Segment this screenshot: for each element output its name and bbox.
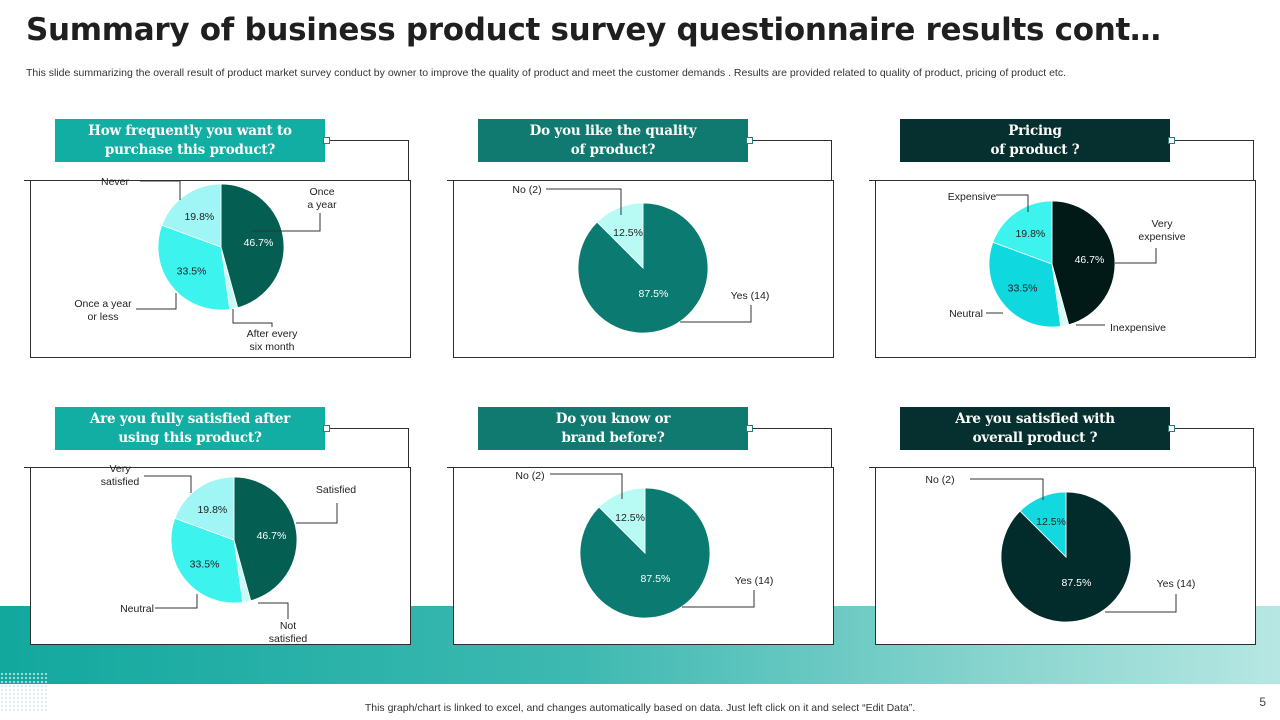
chart-title-line: Are you satisfied with xyxy=(955,410,1115,427)
banner-connector xyxy=(750,140,832,141)
chart-title-line: Pricing xyxy=(1008,122,1062,139)
chart-title-banner: Pricing of product ? xyxy=(900,119,1170,162)
chart-card-3 xyxy=(875,180,1256,358)
card-corner-tick xyxy=(24,180,36,181)
card-corner-tick xyxy=(869,180,881,181)
chart-title-banner: Are you satisfied with overall product ? xyxy=(900,407,1170,450)
chart-title-banner: How frequently you want to purchase this … xyxy=(55,119,325,162)
chart-title-banner: Do you know or brand before? xyxy=(478,407,748,450)
chart-card-4 xyxy=(30,467,411,645)
chart-card-6 xyxy=(875,467,1256,645)
chart-title-line: using this product? xyxy=(118,429,262,446)
banner-connector-vertical xyxy=(408,428,409,467)
banner-connector xyxy=(1172,428,1254,429)
card-corner-tick xyxy=(447,467,459,468)
banner-connector-vertical xyxy=(1253,428,1254,467)
chart-title-line: of product ? xyxy=(990,141,1080,158)
banner-connector xyxy=(750,428,832,429)
chart-title-line: overall product ? xyxy=(972,429,1098,446)
chart-card-1 xyxy=(30,180,411,358)
chart-title-line: How frequently you want to xyxy=(88,122,292,139)
chart-title-banner: Do you like the quality of product? xyxy=(478,119,748,162)
footer-note: This graph/chart is linked to excel, and… xyxy=(364,702,916,714)
resize-handle[interactable] xyxy=(746,137,753,144)
resize-handle[interactable] xyxy=(323,425,330,432)
chart-title-line: Do you know or xyxy=(555,410,671,427)
chart-title-line: Are you fully satisfied after xyxy=(89,410,291,427)
chart-title-banner: Are you fully satisfied after using this … xyxy=(55,407,325,450)
banner-connector-vertical xyxy=(831,140,832,180)
dot-pattern xyxy=(0,672,48,712)
banner-connector xyxy=(327,140,409,141)
page-number: 5 xyxy=(1259,695,1266,709)
chart-card-2 xyxy=(453,180,834,358)
page-title: Summary of business product survey quest… xyxy=(26,12,1161,48)
banner-connector-vertical xyxy=(408,140,409,180)
banner-connector xyxy=(327,428,409,429)
banner-connector-vertical xyxy=(1253,140,1254,180)
chart-title-line: brand before? xyxy=(561,429,665,446)
resize-handle[interactable] xyxy=(323,137,330,144)
banner-connector xyxy=(1172,140,1254,141)
chart-title-line: of product? xyxy=(570,141,656,158)
card-corner-tick xyxy=(447,180,459,181)
chart-title-line: Do you like the quality xyxy=(529,122,697,139)
card-corner-tick xyxy=(869,467,881,468)
chart-card-5 xyxy=(453,467,834,645)
resize-handle[interactable] xyxy=(1168,137,1175,144)
card-corner-tick xyxy=(24,467,36,468)
chart-title-line: purchase this product? xyxy=(104,141,276,158)
resize-handle[interactable] xyxy=(1168,425,1175,432)
page-subtitle: This slide summarizing the overall resul… xyxy=(26,67,1067,79)
resize-handle[interactable] xyxy=(746,425,753,432)
banner-connector-vertical xyxy=(831,428,832,467)
